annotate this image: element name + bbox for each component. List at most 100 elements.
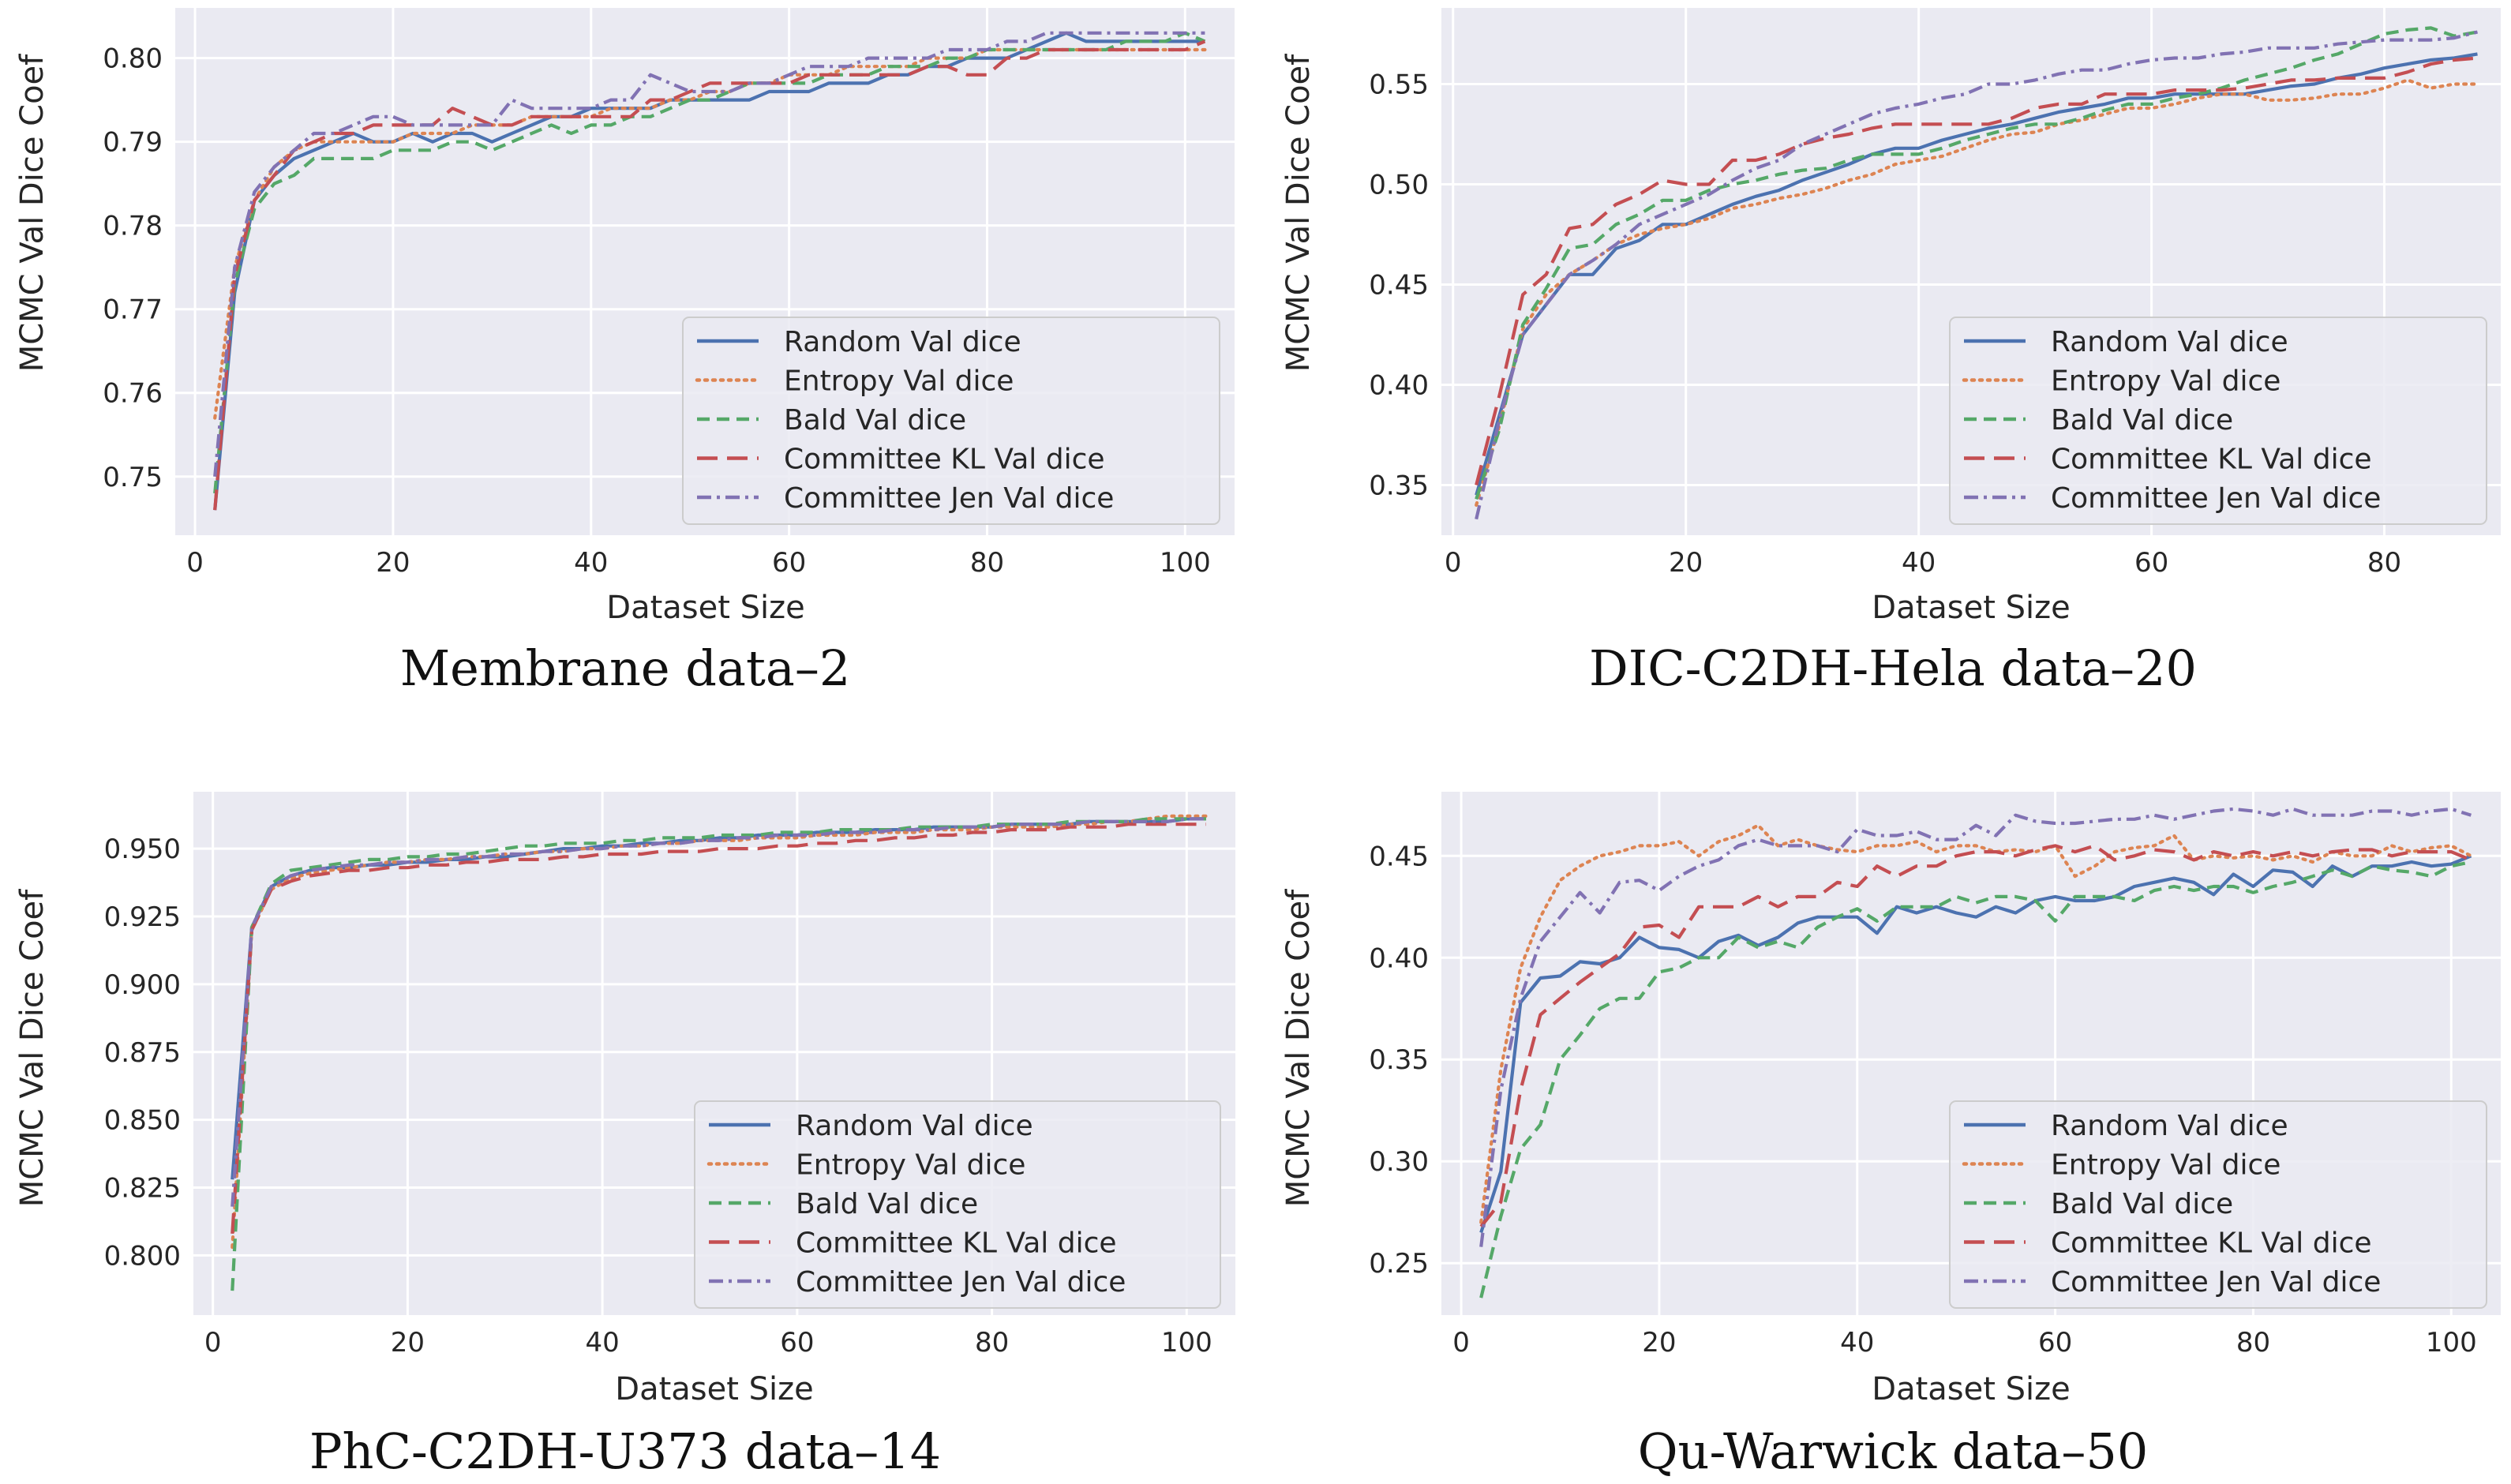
y-tick-label: 0.80 <box>103 43 163 75</box>
y-axis-label: MCMC Val Dice Coef <box>1280 889 1317 1207</box>
legend-label: Bald Val dice <box>784 404 966 437</box>
panel-caption: Qu-Warwick data–50 <box>1638 1422 2149 1480</box>
panel-caption: Membrane data–2 <box>400 639 851 697</box>
series-line-committee-kl-val-dice <box>230 823 1206 1235</box>
series-group <box>1479 807 2473 1298</box>
y-tick-label: 0.78 <box>103 211 163 242</box>
x-tick-label: 80 <box>2367 547 2401 579</box>
x-tick-label: 0 <box>1452 1327 1470 1358</box>
y-axis-label: MCMC Val Dice Coef <box>1280 54 1317 372</box>
x-tick-label: 20 <box>1669 547 1703 579</box>
x-tick-label: 20 <box>1642 1327 1676 1358</box>
legend-label: Random Val dice <box>2051 1110 2288 1142</box>
x-tick-label: 0 <box>204 1327 222 1358</box>
panel-membrane: 0 20 40 60 80 100 0.75 0.76 0.77 0.78 0.79 0.80 MCM… <box>14 8 1235 697</box>
x-axis-label: Dataset Size <box>1872 590 2070 626</box>
x-tick-label: 20 <box>391 1327 425 1358</box>
panel-dic-hela: 0 20 40 60 80 0.35 0.40 0.45 0.50 0.55 MCMC Val D… <box>1280 8 2501 697</box>
legend: Random Val dice Entropy Val dice Bald Val … <box>682 317 1220 525</box>
x-tick-label: 40 <box>1902 547 1936 579</box>
y-tick-label: 0.35 <box>1369 1044 1429 1076</box>
series-line-committee-kl-val-dice <box>1475 56 2478 486</box>
x-tick-label: 60 <box>2038 1327 2072 1358</box>
legend-label: Committee Jen Val dice <box>2051 1266 2381 1298</box>
y-tick-label: 0.900 <box>104 969 181 1001</box>
legend-label: Entropy Val dice <box>796 1149 1025 1182</box>
x-tick-label: 80 <box>2236 1327 2270 1358</box>
y-tick-label: 0.45 <box>1369 841 1429 872</box>
x-tick-label: 100 <box>1160 547 1211 579</box>
legend-label: Committee Jen Val dice <box>796 1266 1126 1298</box>
x-axis-label: Dataset Size <box>1872 1371 2070 1407</box>
y-tick-label: 0.50 <box>1369 170 1429 201</box>
series-line-random-val-dice <box>1479 854 2472 1234</box>
x-tick-label: 40 <box>574 547 608 579</box>
legend-label: Committee Jen Val dice <box>2051 482 2381 515</box>
y-tick-label: 0.30 <box>1369 1146 1429 1178</box>
series-line-committee-jen-val-dice <box>230 817 1206 1207</box>
series-line-committee-kl-val-dice <box>1479 844 2472 1228</box>
x-tick-label: 100 <box>2426 1327 2477 1358</box>
legend: Random Val dice Entropy Val dice Bald Val … <box>1949 317 2487 525</box>
panel-caption: PhC-C2DH-U373 data–14 <box>309 1422 941 1480</box>
series-line-bald-val-dice <box>230 817 1206 1291</box>
y-tick-label: 0.825 <box>104 1173 181 1205</box>
y-tick-label: 0.925 <box>104 901 181 933</box>
x-tick-label: 20 <box>376 547 410 579</box>
legend-label: Bald Val dice <box>2051 1188 2233 1220</box>
x-tick-label: 100 <box>1161 1327 1212 1358</box>
legend-label: Committee KL Val dice <box>784 444 1105 476</box>
y-tick-label: 0.950 <box>104 834 181 865</box>
series-line-entropy-val-dice <box>1475 78 2479 508</box>
series-line-bald-val-dice <box>213 31 1206 494</box>
legend: Random Val dice Entropy Val dice Bald Val … <box>1949 1100 2487 1309</box>
y-axis-label: MCMC Val Dice Coef <box>14 54 51 372</box>
x-axis-label: Dataset Size <box>606 590 804 626</box>
series-line-committee-kl-val-dice <box>213 39 1206 511</box>
series-group <box>213 31 1207 511</box>
legend-label: Committee KL Val dice <box>796 1227 1117 1260</box>
legend-label: Entropy Val dice <box>2051 1149 2281 1182</box>
y-tick-label: 0.77 <box>103 294 163 326</box>
x-tick-label: 60 <box>772 547 806 579</box>
y-tick-label: 0.25 <box>1369 1248 1429 1280</box>
series-line-committee-jen-val-dice <box>1479 807 2472 1247</box>
x-tick-label: 0 <box>186 547 204 579</box>
series-line-random-val-dice <box>1475 52 2478 496</box>
x-tick-label: 80 <box>970 547 1004 579</box>
y-tick-label: 0.35 <box>1369 470 1429 502</box>
panel-phc-u373: 0 20 40 60 80 100 0.800 0.825 0.850 0.875 0.900 0.9… <box>14 792 1235 1480</box>
panel-caption: DIC-C2DH-Hela data–20 <box>1589 639 2197 697</box>
legend-label: Random Val dice <box>2051 326 2288 358</box>
y-tick-label: 0.40 <box>1369 370 1429 402</box>
y-tick-label: 0.40 <box>1369 942 1429 974</box>
y-tick-label: 0.76 <box>103 378 163 410</box>
legend-label: Random Val dice <box>796 1110 1033 1142</box>
y-tick-label: 0.45 <box>1369 270 1429 302</box>
x-tick-label: 40 <box>1840 1327 1874 1358</box>
legend-frame <box>1949 317 2487 525</box>
series-line-committee-jen-val-dice <box>213 31 1205 477</box>
y-tick-label: 0.800 <box>104 1240 181 1272</box>
y-tick-label: 0.79 <box>103 127 163 159</box>
x-tick-label: 0 <box>1445 547 1462 579</box>
series-line-bald-val-dice <box>1475 26 2478 500</box>
series-line-committee-jen-val-dice <box>1475 30 2479 520</box>
y-tick-label: 0.55 <box>1369 69 1429 101</box>
y-axis-label: MCMC Val Dice Coef <box>14 889 51 1207</box>
series-line-entropy-val-dice <box>1479 823 2473 1224</box>
legend-label: Committee Jen Val dice <box>784 482 1114 515</box>
panel-qu-warwick: 0 20 40 60 80 100 0.25 0.30 0.35 0.40 0.45 MCMC Va… <box>1280 792 2501 1480</box>
y-tick-label: 0.75 <box>103 462 163 493</box>
legend-frame <box>694 1100 1221 1309</box>
series-line-bald-val-dice <box>1479 860 2472 1298</box>
x-tick-label: 40 <box>585 1327 619 1358</box>
legend-label: Committee KL Val dice <box>2051 1227 2372 1260</box>
legend-label: Entropy Val dice <box>2051 365 2281 398</box>
legend-label: Bald Val dice <box>796 1188 978 1220</box>
series-group <box>1475 26 2479 520</box>
y-tick-label: 0.875 <box>104 1037 181 1069</box>
x-tick-label: 60 <box>780 1327 814 1358</box>
legend-frame <box>682 317 1220 525</box>
